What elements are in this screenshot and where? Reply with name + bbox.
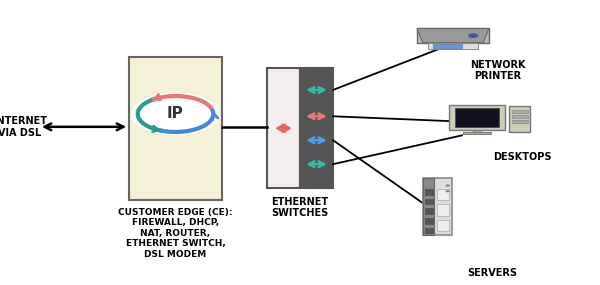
Bar — [512, 115, 529, 118]
Text: DESKTOPS: DESKTOPS — [493, 152, 551, 162]
Bar — [449, 105, 505, 130]
Bar — [437, 189, 449, 200]
Bar — [473, 130, 481, 133]
Bar — [512, 120, 529, 123]
Circle shape — [445, 190, 450, 192]
Bar — [267, 68, 300, 188]
Text: SERVERS: SERVERS — [467, 268, 517, 278]
Bar — [463, 132, 491, 134]
Bar — [425, 228, 433, 233]
Bar — [437, 204, 449, 216]
Bar — [437, 220, 449, 231]
Bar — [300, 68, 333, 188]
Circle shape — [468, 33, 478, 38]
Bar — [512, 110, 529, 113]
Bar — [423, 178, 434, 235]
Polygon shape — [417, 28, 489, 43]
Bar — [455, 108, 499, 127]
Text: ETHERNET
SWITCHES: ETHERNET SWITCHES — [271, 197, 329, 218]
Circle shape — [445, 184, 450, 187]
Bar — [425, 199, 433, 204]
Bar — [423, 178, 452, 235]
Bar — [425, 208, 433, 214]
Bar — [433, 44, 461, 48]
Bar — [425, 189, 433, 195]
Text: NETWORK
PRINTER: NETWORK PRINTER — [470, 60, 526, 82]
Circle shape — [132, 93, 220, 135]
Text: INTERNET
VIA DSL: INTERNET VIA DSL — [0, 116, 47, 138]
Bar — [509, 106, 530, 132]
Bar — [428, 43, 478, 49]
Bar — [425, 218, 433, 224]
Bar — [417, 28, 489, 43]
Bar — [129, 57, 222, 199]
Text: CUSTOMER EDGE (CE):
FIREWALL, DHCP,
NAT, ROUTER,
ETHERNET SWITCH,
DSL MODEM: CUSTOMER EDGE (CE): FIREWALL, DHCP, NAT,… — [118, 208, 233, 259]
Text: IP: IP — [167, 107, 184, 121]
